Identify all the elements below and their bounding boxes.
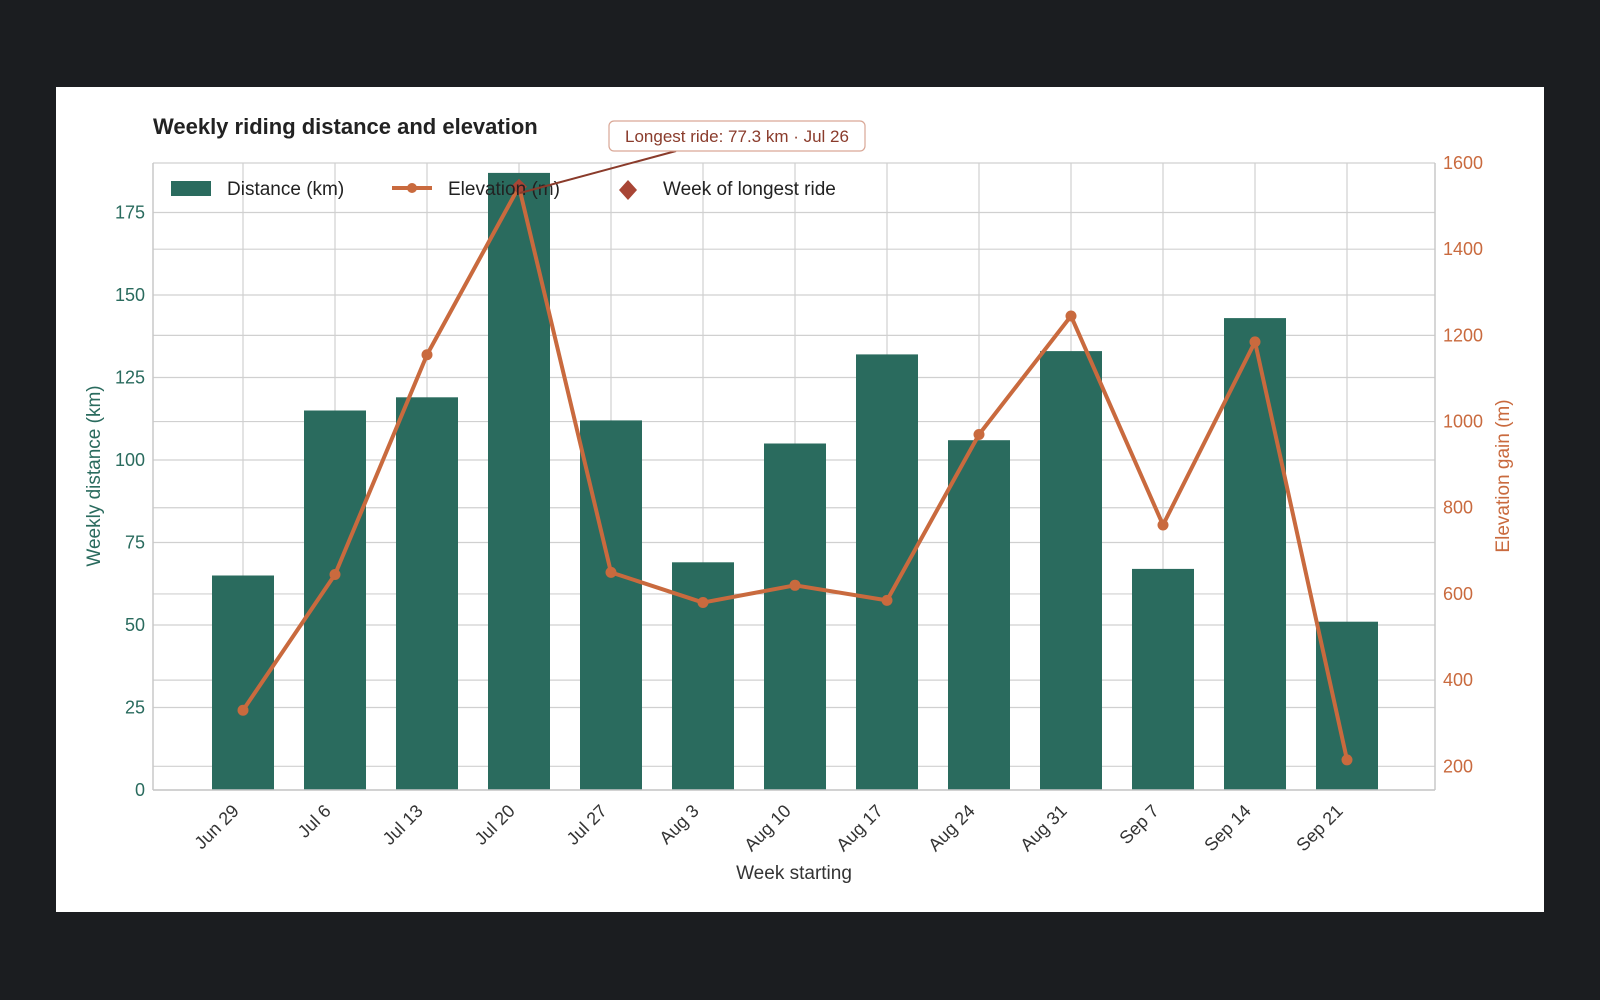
line-layer: [237, 178, 1353, 766]
bar-distance: [304, 410, 366, 790]
x-tick-label: Aug 17: [832, 801, 886, 855]
legend-elevation-marker: [407, 183, 417, 193]
y-tick-left: 0: [135, 780, 145, 800]
highlight-diamond: [511, 178, 527, 195]
elevation-point: [973, 428, 985, 440]
chart-title: Weekly riding distance and elevation: [153, 114, 538, 139]
y-tick-left: 75: [125, 533, 145, 553]
x-tick-label: Aug 24: [924, 801, 978, 855]
x-tick-label: Jul 20: [471, 801, 519, 849]
y-tick-left: 125: [115, 368, 145, 388]
bar-distance: [1040, 351, 1102, 790]
y-axis-label-left: Weekly distance (km): [84, 385, 105, 566]
elevation-point: [697, 597, 709, 609]
x-tick-label: Sep 21: [1292, 801, 1346, 855]
legend-elevation-label: Elevation (m): [448, 179, 560, 200]
bar-distance: [856, 354, 918, 790]
bars-layer: [212, 172, 1378, 790]
x-tick-label: Jul 13: [379, 801, 427, 849]
bar-distance: [948, 440, 1010, 790]
x-tick-label: Aug 10: [740, 801, 794, 855]
x-tick-label: Aug 31: [1016, 801, 1070, 855]
elevation-point: [789, 579, 801, 591]
y-tick-right: 200: [1443, 756, 1473, 776]
annotation-box: [608, 120, 866, 152]
y-tick-right: 1000: [1443, 412, 1483, 432]
y-tick-right: 1400: [1443, 239, 1483, 259]
bar-distance: [396, 397, 458, 790]
y-tick-left: 25: [125, 698, 145, 718]
x-tick-label: Sep 14: [1200, 801, 1254, 855]
annotation-leader-line: [519, 150, 677, 194]
x-tick-label: Aug 3: [655, 801, 702, 848]
y-tick-right: 1200: [1443, 325, 1483, 345]
bar-distance: [1224, 318, 1286, 790]
y-tick-right: 600: [1443, 584, 1473, 604]
elevation-point: [1341, 754, 1353, 766]
y-tick-left: 50: [125, 615, 145, 635]
elevation-point: [881, 594, 893, 606]
legend: Distance (km) Elevation (m) Week of long…: [171, 179, 836, 200]
elevation-point: [1157, 519, 1169, 531]
elevation-point: [237, 704, 249, 716]
bar-distance: [212, 575, 274, 790]
legend-highlight-label: Week of longest ride: [663, 179, 836, 200]
elevation-point: [605, 566, 617, 578]
bar-distance: [488, 172, 550, 790]
elevation-point: [329, 569, 341, 581]
elevation-point: [421, 349, 433, 361]
y-tick-right: 400: [1443, 670, 1473, 690]
axes-layer: [152, 163, 1436, 791]
x-tick-label: Sep 7: [1115, 801, 1162, 848]
x-axis-label: Week starting: [736, 863, 852, 884]
bar-distance: [1132, 568, 1194, 790]
y-tick-left: 150: [115, 285, 145, 305]
legend-highlight-diamond: [619, 180, 637, 200]
bar-distance: [764, 443, 826, 790]
x-tick-label: Jun 29: [190, 801, 242, 853]
annotation-text: Longest ride: 77.3 km · Jul 26: [625, 127, 849, 146]
elevation-point: [1249, 336, 1261, 348]
y-tick-left: 100: [115, 450, 145, 470]
y-tick-right: 1600: [1443, 153, 1483, 173]
legend-distance-swatch: [171, 181, 211, 196]
elevation-point: [1065, 310, 1077, 322]
y-tick-left: 175: [115, 203, 145, 223]
x-tick-label: Jul 27: [563, 801, 611, 849]
annotation: Longest ride: 77.3 km · Jul 26: [519, 120, 866, 194]
y-axis-label-right: Elevation gain (m): [1493, 399, 1514, 552]
x-tick-label: Jul 6: [294, 801, 335, 842]
legend-distance-label: Distance (km): [227, 179, 344, 200]
y-tick-right: 800: [1443, 498, 1473, 518]
